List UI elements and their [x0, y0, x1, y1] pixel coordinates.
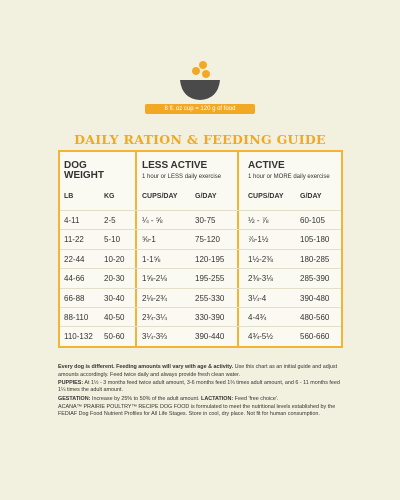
table-cell: 20-30: [104, 274, 125, 284]
table-cell: 60-105: [300, 216, 325, 225]
note-paragraph: Every dog is different. Feeding amounts …: [58, 364, 344, 379]
column-header: LB: [64, 193, 74, 200]
table-cell: 3¼-3⅔: [142, 332, 167, 342]
table-cell: 1-1⅝: [142, 254, 161, 264]
column-header: G/DAY: [195, 193, 217, 200]
table-cell: 255-330: [195, 293, 225, 303]
table-cell: 11-22: [64, 235, 84, 245]
feeding-notes: Every dog is different. Feeding amounts …: [58, 364, 344, 420]
guide-title: DAILY RATION & FEEDING GUIDE: [74, 132, 326, 147]
column-header: CUPS/DAY: [142, 193, 178, 200]
note-paragraph: ACANA™ PRAIRIE POULTRY™ RECIPE DOG FOOD …: [58, 404, 344, 419]
table-cell: 2⅛-2¾: [142, 293, 167, 303]
table-cell: 4-4¾: [248, 313, 267, 322]
table-cell: ¼ - ⅝: [142, 216, 163, 225]
table-cell: 560-660: [300, 332, 330, 342]
table-cell: 44-66: [64, 274, 85, 284]
note-lead: LACTATION:: [201, 395, 234, 402]
row-divider: [60, 326, 341, 328]
table-cell: 105-180: [300, 235, 330, 245]
table-cell: 285-390: [300, 274, 330, 284]
group-subtitle: 1 hour or MORE daily exercise: [248, 174, 330, 180]
table-cell: 4-11: [64, 216, 80, 225]
table-cell: 4¾-5½: [248, 332, 273, 342]
table-cell: 180-285: [300, 254, 330, 264]
note-text: At 1½ - 3 months feed twice adult amount…: [58, 379, 340, 394]
table-cell: 30-75: [195, 216, 216, 225]
column-header: CUPS/DAY: [248, 193, 284, 200]
table-cell: 75-120: [195, 235, 220, 245]
table-cell: 50-60: [104, 332, 125, 342]
bowl-icon: [180, 61, 220, 100]
table-cell: ⅝-1: [142, 235, 156, 245]
table-cell: 480-560: [300, 313, 330, 322]
table-cell: 120-195: [195, 254, 225, 264]
row-divider: [60, 229, 341, 231]
row-divider: [60, 210, 341, 211]
table-cell: 66-88: [64, 293, 85, 303]
group-title: DOG WEIGHT: [64, 160, 104, 181]
feeding-table: DOG WEIGHT LESS ACTIVE 1 hour or LESS dail…: [58, 150, 343, 348]
row-divider: [60, 307, 341, 308]
table-cell: 88-110: [64, 313, 89, 322]
table-cell: ⅞-1½: [248, 235, 269, 245]
table-cell: 40-50: [104, 313, 125, 322]
table-cell: 2¾-3¼: [142, 313, 167, 322]
group-title: LESS ACTIVE: [142, 160, 208, 171]
note-lead: PUPPIES:: [58, 379, 84, 386]
table-cell: 390-480: [300, 293, 330, 303]
note-lead: GESTATION:: [58, 395, 91, 402]
table-cell: 195-255: [195, 274, 225, 284]
cup-badge: 8 fl. oz cup = 120 g of food: [145, 104, 255, 114]
note-text: Use this chart as an initial guide and a…: [58, 364, 338, 378]
column-header: G/DAY: [300, 193, 322, 200]
group-subtitle: 1 hour or LESS daily exercise: [142, 174, 222, 180]
table-cell: 10-20: [104, 254, 125, 264]
note-text: ACANA™ PRAIRIE POULTRY™ RECIPE DOG FOOD …: [58, 403, 336, 418]
table-cell: 1⅝-2⅛: [142, 274, 167, 284]
table-cell: 30-40: [104, 293, 125, 303]
note-text: Feed 'free choice'.: [233, 395, 279, 402]
table-cell: 3¼-4: [248, 293, 267, 303]
note-lead: Every dog is different. Feeding amounts …: [58, 364, 234, 370]
table-cell: 110-132: [64, 332, 93, 342]
table-cell: 1½-2⅜: [248, 254, 273, 264]
note-paragraph: GESTATION: Increase by 25% to 50% of the…: [58, 396, 344, 404]
row-divider: [60, 287, 341, 289]
table-cell: ½ - ⅞: [248, 216, 269, 225]
group-title: ACTIVE: [248, 160, 285, 171]
table-cell: 390-440: [195, 332, 225, 342]
note-paragraph: PUPPIES: At 1½ - 3 months feed twice adu…: [58, 380, 344, 395]
note-text: Increase by 25% to 50% of the adult amou…: [90, 395, 202, 402]
table-cell: 2⅜-3⅛: [248, 274, 273, 284]
row-divider: [60, 268, 341, 270]
table-cell: 330-390: [195, 313, 225, 322]
table-cell: 2-5: [104, 216, 116, 225]
column-header: KG: [104, 193, 115, 200]
row-divider: [60, 248, 341, 250]
table-cell: 5-10: [104, 235, 121, 245]
table-cell: 22-44: [64, 254, 85, 264]
